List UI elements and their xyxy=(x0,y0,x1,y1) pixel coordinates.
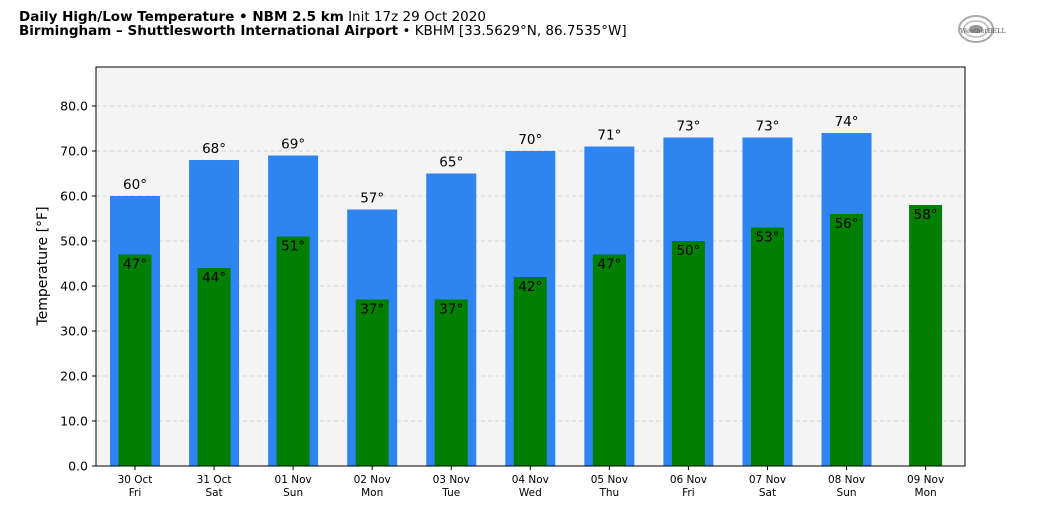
high-value-label: 70° xyxy=(518,132,542,148)
location-name: Birmingham – Shuttlesworth International… xyxy=(19,23,399,39)
low-bar xyxy=(909,205,943,466)
low-value-label: 42° xyxy=(518,279,542,295)
low-bar xyxy=(750,227,784,466)
high-value-label: 57° xyxy=(360,191,384,207)
low-value-label: 37° xyxy=(439,302,463,318)
low-bar xyxy=(830,214,864,466)
high-value-label: 73° xyxy=(756,119,780,135)
x-tick-day: Wed xyxy=(519,487,542,499)
high-value-label: 68° xyxy=(202,141,226,157)
high-value-label: 74° xyxy=(835,114,859,130)
x-tick-day: Fri xyxy=(129,487,142,499)
low-value-label: 56° xyxy=(835,216,859,232)
y-tick-label: 70.0 xyxy=(60,144,88,159)
high-value-label: 73° xyxy=(676,119,700,135)
chart-title-init: Init 17z 29 Oct 2020 xyxy=(348,9,486,25)
y-axis: 0.0 10.0 20.0 30.0 40.0 50.0 60.0 70.0 80.0 xyxy=(60,99,96,474)
x-tick-day: Tue xyxy=(441,487,460,499)
y-tick-label: 80.0 xyxy=(60,99,88,114)
x-tick-date: 09 Nov xyxy=(907,474,944,486)
x-tick-date: 06 Nov xyxy=(670,474,707,486)
low-bar xyxy=(671,241,705,466)
location-details: • KBHM [33.5629°N, 86.7535°W] xyxy=(402,23,627,39)
y-tick-label: 60.0 xyxy=(60,189,88,204)
x-tick-date: 01 Nov xyxy=(275,474,312,486)
x-tick-date: 31 Oct xyxy=(197,474,232,486)
x-tick-date: 08 Nov xyxy=(828,474,865,486)
y-tick-label: 20.0 xyxy=(60,369,88,384)
x-tick-day: Fri xyxy=(682,487,695,499)
low-value-label: 53° xyxy=(756,230,780,246)
x-tick-day: Mon xyxy=(361,487,383,499)
low-value-label: 47° xyxy=(597,257,621,273)
low-value-label: 37° xyxy=(360,302,384,318)
high-value-label: 71° xyxy=(597,128,621,144)
low-bar xyxy=(118,254,152,466)
y-tick-label: 40.0 xyxy=(60,279,88,294)
x-tick-day: Sun xyxy=(837,487,857,499)
chart-title: Daily High/Low Temperature • NBM 2.5 km … xyxy=(19,9,486,25)
low-value-label: 58° xyxy=(914,207,938,223)
x-tick-day: Thu xyxy=(598,487,619,499)
low-bar xyxy=(592,254,626,466)
x-tick-date: 03 Nov xyxy=(433,474,470,486)
low-bar xyxy=(513,277,547,466)
low-value-label: 44° xyxy=(202,270,226,286)
bars xyxy=(110,133,943,467)
logo-text: WeatherBELL xyxy=(960,27,1006,35)
y-tick-label: 50.0 xyxy=(60,234,88,249)
low-bar xyxy=(434,299,468,466)
x-tick-date: 02 Nov xyxy=(354,474,391,486)
high-value-label: 65° xyxy=(439,155,463,171)
low-value-label: 47° xyxy=(123,257,147,273)
x-tick-date: 30 Oct xyxy=(118,474,153,486)
weatherbell-logo: WeatherBELL xyxy=(958,15,1006,43)
x-tick-day: Sat xyxy=(205,487,222,499)
low-bar xyxy=(276,236,310,466)
high-value-label: 69° xyxy=(281,137,305,153)
x-tick-date: 07 Nov xyxy=(749,474,786,486)
low-bar xyxy=(355,299,389,466)
low-value-label: 50° xyxy=(676,243,700,259)
y-axis-label: Temperature [°F] xyxy=(35,206,51,326)
x-tick-day: Sat xyxy=(759,487,776,499)
x-tick-date: 04 Nov xyxy=(512,474,549,486)
y-tick-label: 30.0 xyxy=(60,324,88,339)
chart-title-main: Daily High/Low Temperature • NBM 2.5 km xyxy=(19,9,344,25)
x-tick-date: 05 Nov xyxy=(591,474,628,486)
chart-subtitle: Birmingham – Shuttlesworth International… xyxy=(19,23,627,39)
high-value-label: 60° xyxy=(123,177,147,193)
y-tick-label: 0.0 xyxy=(68,459,88,474)
low-bar xyxy=(197,268,231,466)
y-tick-label: 10.0 xyxy=(60,414,88,429)
data-labels: 60° 47° 68° 44° 69° 51° 57° 37° 65° 37° 70° 42° 71° 4… xyxy=(123,114,938,317)
x-tick-day: Mon xyxy=(915,487,937,499)
x-tick-day: Sun xyxy=(283,487,303,499)
low-value-label: 51° xyxy=(281,239,305,255)
